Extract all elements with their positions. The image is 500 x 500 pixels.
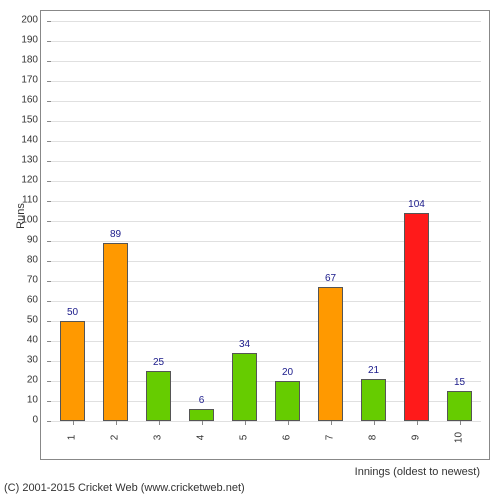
x-tick-mark [245, 421, 246, 425]
gridline [51, 101, 481, 102]
x-tick-label: 10 [453, 428, 464, 448]
y-tick-label: 20 [8, 375, 38, 386]
x-tick-mark [73, 421, 74, 425]
y-tick-label: 100 [8, 215, 38, 226]
x-tick-label: 2 [109, 428, 120, 448]
y-tick-mark [47, 21, 51, 22]
gridline [51, 61, 481, 62]
y-tick-mark [47, 281, 51, 282]
y-tick-label: 160 [8, 95, 38, 106]
y-tick-label: 70 [8, 275, 38, 286]
bar-value-label: 25 [153, 357, 164, 368]
y-tick-label: 0 [8, 415, 38, 426]
gridline [51, 81, 481, 82]
y-tick-label: 200 [8, 15, 38, 26]
y-tick-mark [47, 181, 51, 182]
bar-value-label: 89 [110, 229, 121, 240]
gridline [51, 181, 481, 182]
y-tick-label: 30 [8, 355, 38, 366]
x-tick-label: 7 [324, 428, 335, 448]
y-tick-mark [47, 221, 51, 222]
x-tick-label: 1 [66, 428, 77, 448]
y-tick-mark [47, 121, 51, 122]
y-tick-mark [47, 321, 51, 322]
gridline [51, 41, 481, 42]
y-tick-label: 60 [8, 295, 38, 306]
y-tick-label: 130 [8, 155, 38, 166]
x-tick-mark [331, 421, 332, 425]
y-tick-mark [47, 61, 51, 62]
y-tick-mark [47, 241, 51, 242]
gridline [51, 21, 481, 22]
bar [60, 321, 86, 421]
bar [103, 243, 129, 421]
copyright-text: (C) 2001-2015 Cricket Web (www.cricketwe… [4, 482, 245, 494]
x-tick-mark [460, 421, 461, 425]
bar [275, 381, 301, 421]
x-tick-mark [374, 421, 375, 425]
y-tick-label: 190 [8, 35, 38, 46]
x-tick-label: 6 [281, 428, 292, 448]
bar [189, 409, 215, 421]
x-tick-mark [288, 421, 289, 425]
y-tick-label: 80 [8, 255, 38, 266]
y-tick-label: 90 [8, 235, 38, 246]
bar-value-label: 67 [325, 273, 336, 284]
y-tick-label: 120 [8, 175, 38, 186]
y-tick-label: 40 [8, 335, 38, 346]
x-tick-label: 3 [152, 428, 163, 448]
y-tick-mark [47, 301, 51, 302]
plot-area: 50 89 25 6 34 20 67 21 104 15 [51, 21, 481, 421]
y-tick-mark [47, 401, 51, 402]
y-tick-label: 10 [8, 395, 38, 406]
x-tick-mark [202, 421, 203, 425]
bar-value-label: 6 [199, 395, 205, 406]
bar [404, 213, 430, 421]
y-tick-mark [47, 421, 51, 422]
x-tick-mark [417, 421, 418, 425]
bar [146, 371, 172, 421]
bar [447, 391, 473, 421]
y-tick-label: 140 [8, 135, 38, 146]
y-tick-mark [47, 81, 51, 82]
bar-value-label: 50 [67, 307, 78, 318]
chart-container: 50892563420672110415 [40, 10, 490, 460]
x-tick-label: 8 [367, 428, 378, 448]
x-tick-mark [116, 421, 117, 425]
gridline [51, 121, 481, 122]
gridline [51, 161, 481, 162]
bar [361, 379, 387, 421]
y-tick-mark [47, 381, 51, 382]
y-tick-label: 50 [8, 315, 38, 326]
x-tick-label: 5 [238, 428, 249, 448]
gridline [51, 141, 481, 142]
x-tick-mark [159, 421, 160, 425]
y-tick-label: 170 [8, 75, 38, 86]
x-tick-label: 9 [410, 428, 421, 448]
bar-value-label: 21 [368, 365, 379, 376]
y-tick-label: 150 [8, 115, 38, 126]
y-tick-mark [47, 201, 51, 202]
y-tick-mark [47, 161, 51, 162]
bar-value-label: 104 [408, 199, 425, 210]
y-tick-label: 180 [8, 55, 38, 66]
y-tick-mark [47, 341, 51, 342]
bar [232, 353, 258, 421]
x-tick-label: 4 [195, 428, 206, 448]
y-tick-mark [47, 361, 51, 362]
bar-value-label: 15 [454, 377, 465, 388]
y-tick-mark [47, 41, 51, 42]
y-tick-mark [47, 261, 51, 262]
y-tick-mark [47, 141, 51, 142]
bar [318, 287, 344, 421]
bar-value-label: 34 [239, 339, 250, 350]
y-tick-mark [47, 101, 51, 102]
y-tick-label: 110 [8, 195, 38, 206]
x-axis-label: Innings (oldest to newest) [355, 466, 480, 478]
bar-value-label: 20 [282, 367, 293, 378]
